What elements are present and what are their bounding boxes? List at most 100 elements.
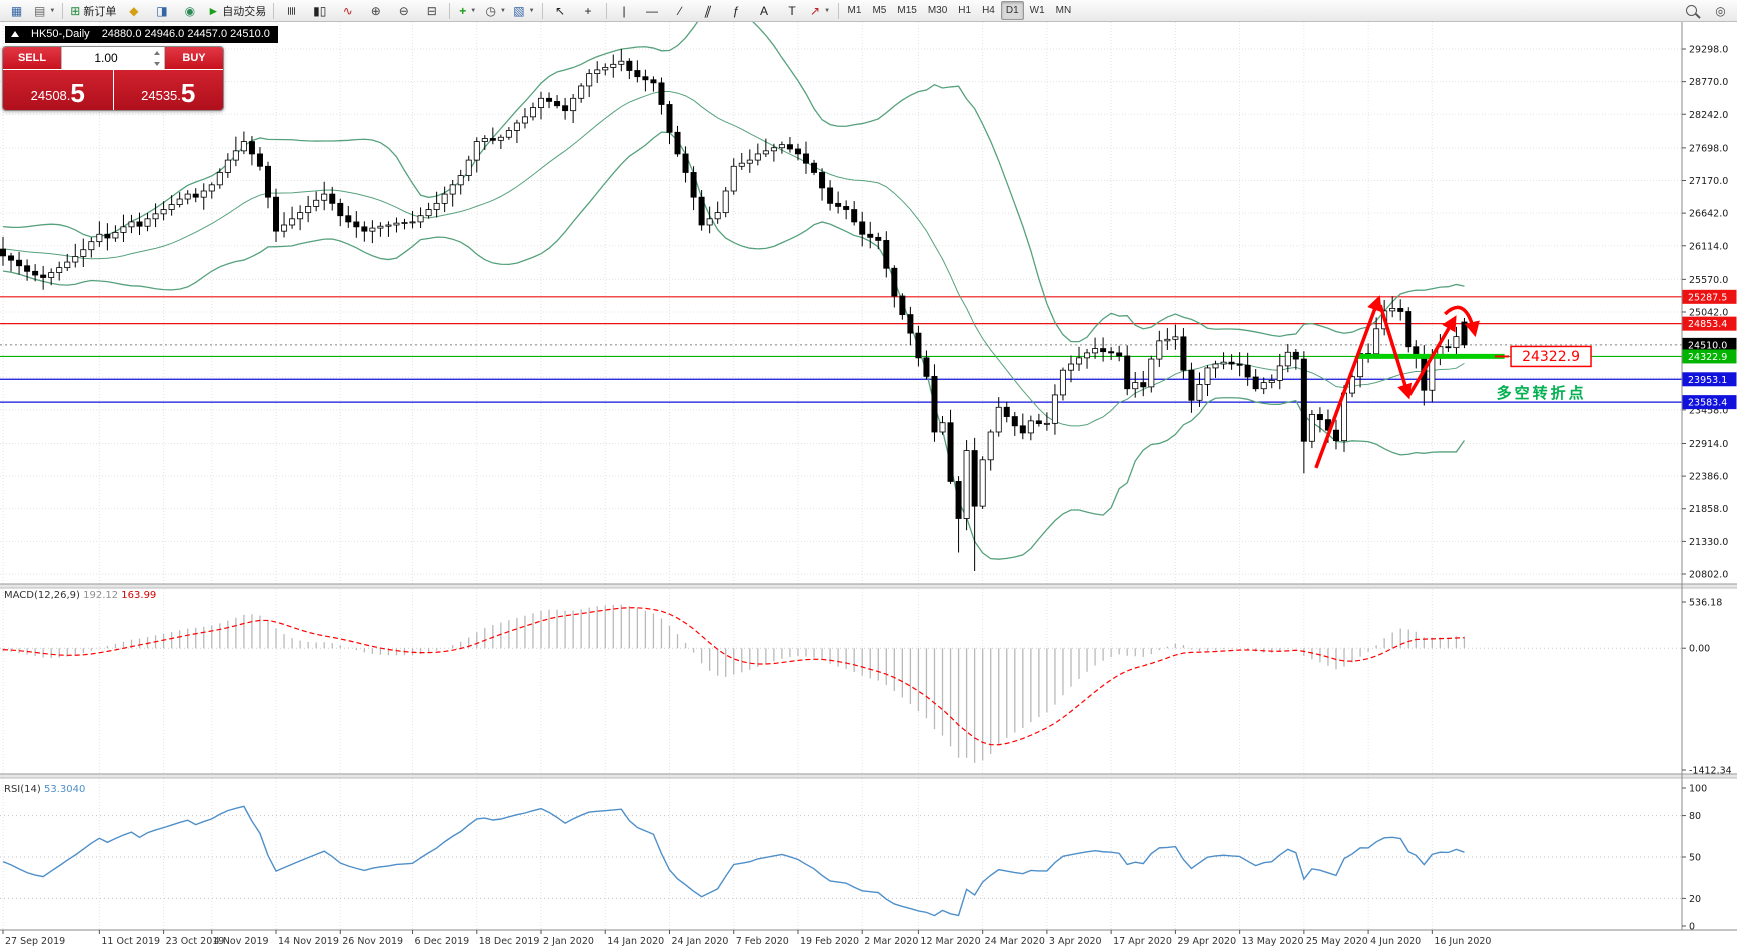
timeframe-MN-button[interactable]: MN: [1055, 5, 1072, 16]
search-button[interactable]: [1678, 1, 1705, 21]
timeframe-H1-button[interactable]: H1: [958, 5, 972, 16]
text-label-button[interactable]: T: [779, 1, 806, 21]
market-watch-button[interactable]: ◆: [120, 1, 147, 21]
svg-text:25042.0: 25042.0: [1689, 307, 1728, 318]
new-order-button[interactable]: ⊞ 新订单: [67, 1, 119, 21]
rsi-label: RSI(14) 53.3040: [4, 784, 85, 795]
timeframe-M15-button[interactable]: M15: [897, 5, 917, 16]
cursor-icon: ↖: [555, 3, 566, 18]
toolbar-separator: [837, 2, 839, 19]
zoom-out-button[interactable]: ⊖: [390, 1, 417, 21]
svg-text:24510.0: 24510.0: [1688, 340, 1727, 351]
indicators-button[interactable]: + ▼: [454, 1, 481, 21]
text-button[interactable]: A: [751, 1, 778, 21]
trend-arrows[interactable]: [1314, 295, 1480, 469]
sell-price-button[interactable]: 24508. 5: [3, 70, 114, 110]
svg-text:25287.5: 25287.5: [1688, 292, 1727, 303]
svg-text:21330.0: 21330.0: [1689, 537, 1728, 548]
bar-chart-mode-button[interactable]: ≣: [278, 1, 305, 21]
channel-button[interactable]: ∥: [695, 1, 722, 21]
timeframe-W1-button[interactable]: W1: [1029, 5, 1045, 16]
svg-text:11 Oct 2019: 11 Oct 2019: [101, 936, 160, 947]
volume-decrease-button[interactable]: [151, 59, 162, 68]
profiles-button[interactable]: ▤ ▼: [31, 1, 58, 21]
dropdown-caret-icon: ▼: [470, 7, 477, 14]
zoom-in-button[interactable]: ⊕: [362, 1, 389, 21]
volume-input[interactable]: [62, 47, 164, 69]
buy-price-button[interactable]: 24535. 5: [113, 70, 223, 110]
svg-text:24 Mar 2020: 24 Mar 2020: [985, 936, 1045, 947]
new-chart-button[interactable]: ▦: [3, 1, 30, 21]
svg-text:23 Oct 2019: 23 Oct 2019: [166, 936, 225, 947]
volume-field-wrap: [61, 47, 165, 69]
svg-text:-1412.34: -1412.34: [1689, 766, 1732, 777]
svg-text:24322.9: 24322.9: [1688, 352, 1727, 363]
svg-text:25570.0: 25570.0: [1689, 275, 1728, 286]
periods-button[interactable]: ◷ ▼: [482, 1, 509, 21]
axis-price-tag-24322.9: [1682, 349, 1737, 364]
new-chart-icon: ▦: [10, 3, 23, 18]
tile-windows-icon: ⊟: [426, 3, 437, 18]
svg-text:20: 20: [1689, 894, 1701, 905]
buy-button[interactable]: BUY: [165, 47, 223, 69]
price-label-box[interactable]: [1510, 345, 1592, 368]
sell-button[interactable]: SELL: [3, 47, 61, 69]
vertical-line-button[interactable]: |: [611, 1, 638, 21]
svg-text:25 May 2020: 25 May 2020: [1306, 936, 1368, 947]
svg-text:21858.0: 21858.0: [1689, 504, 1728, 515]
chart-ohlc-values: 24880.0 24946.0 24457.0 24510.0: [101, 28, 270, 40]
toolbar-separator: [62, 2, 64, 19]
svg-text:22914.0: 22914.0: [1689, 439, 1728, 450]
svg-text:29 Apr 2020: 29 Apr 2020: [1177, 936, 1236, 947]
shapes-button[interactable]: ↗ ▼: [807, 1, 834, 21]
timeframe-D1-button[interactable]: D1: [1000, 1, 1024, 20]
trendline-button[interactable]: ∕: [667, 1, 694, 21]
cursor-button[interactable]: ↖: [547, 1, 574, 21]
svg-text:22386.0: 22386.0: [1689, 472, 1728, 483]
timeframe-M5-button[interactable]: M5: [872, 5, 887, 16]
panel-separator[interactable]: [0, 584, 1737, 588]
svg-text:29298.0: 29298.0: [1689, 45, 1728, 56]
line-chart-mode-button[interactable]: ∿: [334, 1, 361, 21]
tile-windows-button[interactable]: ⊟: [418, 1, 445, 21]
volume-increase-button[interactable]: [151, 48, 162, 57]
svg-text:26 Nov 2019: 26 Nov 2019: [342, 936, 403, 947]
timeframe-M30-button[interactable]: M30: [927, 5, 948, 16]
horizontal-line-button[interactable]: —: [639, 1, 666, 21]
price-axis[interactable]: 29298.0 28770.0 28242.0 27698.0 27170.0 26642…: [1682, 45, 1737, 933]
horizontal-line-icon: —: [646, 3, 659, 18]
chart-symbol-icon: [11, 31, 19, 37]
axis-price-tag-24510.0: [1682, 337, 1737, 352]
axis-price-tag-25287.5: [1682, 289, 1737, 304]
svg-text:0: 0: [1689, 922, 1695, 933]
periods-icon: ◷: [485, 3, 497, 18]
sell-price-big: 5: [70, 78, 85, 108]
axis-price-tag-23583.4: [1682, 395, 1737, 410]
svg-text:7 Feb 2020: 7 Feb 2020: [736, 936, 789, 947]
objects-list-button[interactable]: ◎: [1707, 1, 1734, 21]
templates-icon: ▧: [513, 3, 525, 18]
timeframe-H4-button[interactable]: H4: [982, 5, 995, 16]
autotrading-button[interactable]: ► 自动交易: [204, 1, 269, 21]
panel-separator[interactable]: [0, 774, 1737, 778]
indicators-icon: +: [459, 3, 467, 18]
chart-canvas[interactable]: 24322.9 多空转折点 MACD(12,26,9) 192.12 163.99 R…: [0, 22, 1737, 949]
svg-text:23458.0: 23458.0: [1689, 405, 1728, 416]
navigator-button[interactable]: ◉: [176, 1, 203, 21]
trend-arrow-1: [1314, 295, 1382, 469]
fibonacci-button[interactable]: ƒ: [723, 1, 750, 21]
svg-text:18 Dec 2019: 18 Dec 2019: [479, 936, 540, 947]
fibonacci-icon: ƒ: [732, 3, 740, 18]
chart-region: 24322.9 多空转折点 MACD(12,26,9) 192.12 163.99 R…: [0, 22, 1737, 949]
candle-chart-mode-button[interactable]: ▮▯: [306, 1, 333, 21]
dropdown-caret-icon: ▼: [49, 7, 56, 14]
zoom-in-icon: ⊕: [370, 3, 381, 18]
data-window-button[interactable]: ◨: [148, 1, 175, 21]
crosshair-button[interactable]: +: [575, 1, 602, 21]
trendline-icon: ∕: [679, 3, 682, 18]
templates-button[interactable]: ▧ ▼: [510, 1, 537, 21]
search-icon: [1686, 5, 1697, 16]
new-order-icon: ⊞: [70, 3, 81, 18]
timeframe-M1-button[interactable]: M1: [847, 5, 862, 16]
